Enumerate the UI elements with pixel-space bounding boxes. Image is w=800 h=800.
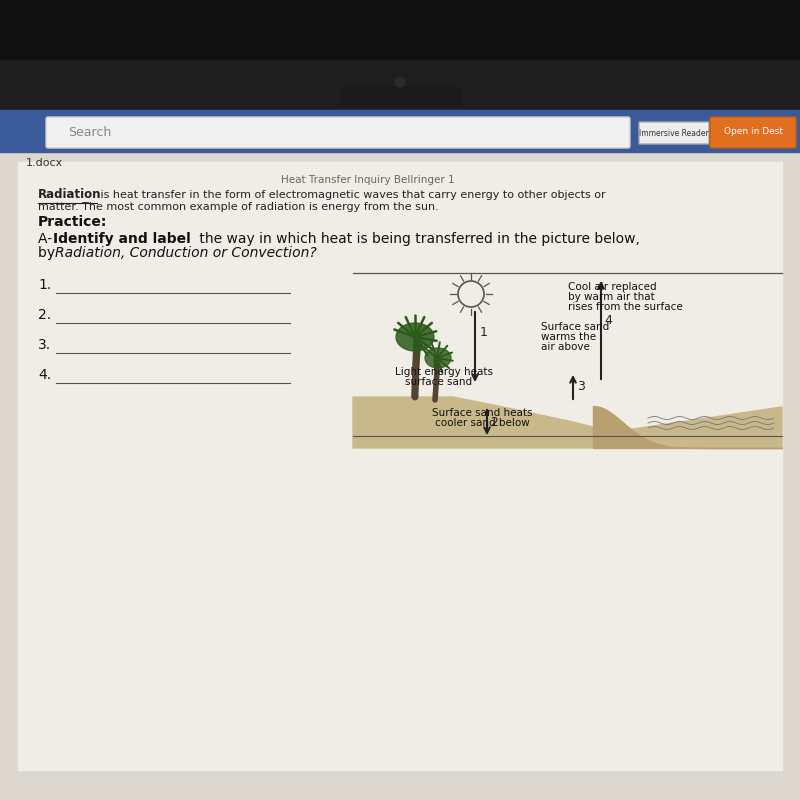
Text: 4.: 4. — [38, 368, 51, 382]
Polygon shape — [425, 348, 451, 368]
Text: Identify and label: Identify and label — [53, 232, 190, 246]
Bar — [0, 110, 800, 152]
Text: 3.: 3. — [38, 338, 51, 352]
FancyBboxPatch shape — [710, 117, 796, 148]
Text: A-: A- — [38, 232, 57, 246]
Text: Surface sand: Surface sand — [541, 322, 610, 332]
Polygon shape — [412, 337, 419, 397]
Bar — [0, 152, 800, 800]
Text: Heat Transfer Inquiry Bellringer 1: Heat Transfer Inquiry Bellringer 1 — [281, 175, 455, 185]
Text: Cool air replaced: Cool air replaced — [568, 282, 657, 292]
Text: Immersive Reader: Immersive Reader — [639, 129, 709, 138]
Text: 2: 2 — [490, 416, 498, 429]
Polygon shape — [353, 397, 782, 448]
Bar — [18, 162, 782, 770]
Text: surface sand: surface sand — [405, 377, 472, 387]
Text: Search: Search — [68, 126, 111, 138]
Circle shape — [395, 77, 405, 87]
Text: by warm air that: by warm air that — [568, 292, 654, 302]
Text: Light energy heats: Light energy heats — [395, 367, 493, 377]
Text: warms the: warms the — [541, 332, 596, 342]
Text: is heat transfer in the form of electromagnetic waves that carry energy to other: is heat transfer in the form of electrom… — [97, 190, 606, 200]
Text: 3: 3 — [577, 380, 585, 393]
Bar — [0, 0, 800, 100]
Text: 4: 4 — [604, 314, 612, 327]
Text: rises from the surface: rises from the surface — [568, 302, 682, 312]
FancyBboxPatch shape — [639, 122, 709, 144]
Text: air above: air above — [541, 342, 590, 352]
Text: 1.docx: 1.docx — [26, 158, 63, 168]
Text: by: by — [38, 246, 59, 260]
Text: Radiation, Conduction or Convection?: Radiation, Conduction or Convection? — [55, 246, 317, 260]
Bar — [340, 87, 460, 105]
Text: Surface sand heats: Surface sand heats — [432, 408, 532, 418]
FancyBboxPatch shape — [46, 117, 630, 148]
Text: Open in Dest: Open in Dest — [723, 127, 782, 137]
Bar — [0, 60, 800, 110]
Text: 1: 1 — [480, 326, 488, 339]
Text: Practice:: Practice: — [38, 215, 107, 229]
Text: Radiation: Radiation — [38, 188, 102, 201]
Text: the way in which heat is being transferred in the picture below,: the way in which heat is being transferr… — [195, 232, 640, 246]
Text: matter. The most common example of radiation is energy from the sun.: matter. The most common example of radia… — [38, 202, 438, 212]
Text: cooler sand below: cooler sand below — [434, 418, 530, 428]
Text: 1.: 1. — [38, 278, 51, 292]
Text: 2.: 2. — [38, 308, 51, 322]
Polygon shape — [396, 323, 434, 351]
